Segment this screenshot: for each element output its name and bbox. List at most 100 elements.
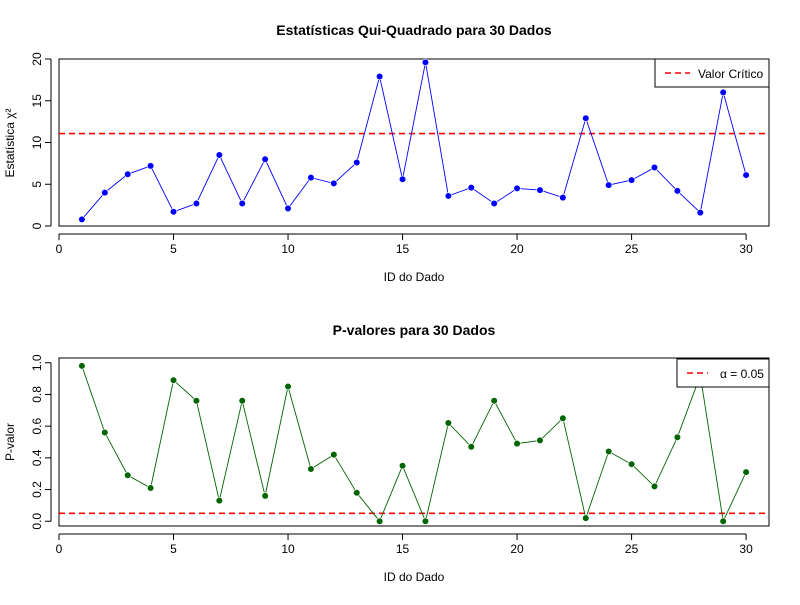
data-point xyxy=(284,204,292,213)
x-tick-label: 0 xyxy=(56,242,63,256)
y-tick-label: 0 xyxy=(30,222,44,229)
data-point xyxy=(719,88,727,96)
data-point xyxy=(467,183,475,192)
y-axis-label: P-valor xyxy=(3,423,17,461)
data-point xyxy=(78,215,86,223)
data-point xyxy=(719,517,727,525)
y-tick-label: 15 xyxy=(30,94,44,108)
data-point xyxy=(307,173,315,182)
y-tick-label: 5 xyxy=(30,181,44,188)
series-line xyxy=(81,365,747,523)
data-point xyxy=(421,58,430,66)
series-line xyxy=(81,62,747,220)
x-axis-label: ID do Dado xyxy=(384,570,445,584)
x-axis-label: ID do Dado xyxy=(384,270,445,284)
data-point xyxy=(650,163,659,172)
data-point xyxy=(421,517,430,525)
x-tick-label: 15 xyxy=(396,242,410,256)
y-tick-label: 0.4 xyxy=(30,449,44,466)
x-tick-label: 30 xyxy=(739,542,753,556)
data-point xyxy=(78,362,86,370)
data-point xyxy=(627,460,636,468)
data-point xyxy=(582,114,590,122)
data-point xyxy=(559,414,567,422)
data-point xyxy=(398,175,407,183)
data-point xyxy=(101,189,109,197)
data-point xyxy=(330,179,338,188)
data-point xyxy=(353,158,361,167)
y-tick-label: 0.0 xyxy=(30,513,44,530)
y-tick-label: 20 xyxy=(30,52,44,66)
data-point xyxy=(261,492,269,500)
data-point xyxy=(398,462,407,470)
legend-box xyxy=(654,58,770,88)
data-point xyxy=(536,436,544,445)
data-point xyxy=(261,155,269,163)
data-point xyxy=(513,184,521,193)
y-tick-label: 10 xyxy=(30,136,44,150)
data-point xyxy=(376,517,384,525)
data-point xyxy=(627,176,636,184)
legend: α = 0.05 xyxy=(676,358,770,388)
data-point xyxy=(192,397,201,405)
data-point xyxy=(353,489,361,497)
x-tick-label: 5 xyxy=(170,542,177,556)
data-point xyxy=(742,171,750,179)
data-point xyxy=(147,484,155,492)
plot-frame xyxy=(58,58,770,227)
chart-title: Estatísticas Qui-Quadrado para 30 Dados xyxy=(276,22,552,38)
data-point xyxy=(238,397,246,405)
data-point xyxy=(742,468,750,476)
data-point xyxy=(536,186,544,194)
data-point xyxy=(215,151,223,159)
data-point xyxy=(605,447,613,456)
data-point xyxy=(490,397,498,405)
data-point xyxy=(605,181,613,189)
data-point xyxy=(467,443,475,451)
x-tick-label: 30 xyxy=(739,242,753,256)
data-point xyxy=(307,465,315,473)
data-point xyxy=(169,208,178,216)
data-point xyxy=(559,194,567,202)
data-point xyxy=(582,514,590,522)
x-tick-label: 10 xyxy=(281,542,295,556)
data-point xyxy=(284,382,292,391)
data-point xyxy=(444,192,452,200)
y-tick-label: 0.6 xyxy=(30,417,44,434)
data-point xyxy=(650,482,659,490)
legend-box xyxy=(676,358,770,388)
data-point xyxy=(124,471,132,479)
p-value-panel: P-valores para 30 Dados ID do Dado P-val… xyxy=(3,322,770,584)
data-point xyxy=(124,170,132,178)
x-tick-label: 15 xyxy=(396,542,410,556)
data-point xyxy=(215,497,223,505)
legend-label: Valor Crítico xyxy=(698,67,763,81)
data-point xyxy=(330,451,338,459)
x-tick-label: 20 xyxy=(510,242,524,256)
x-tick-label: 10 xyxy=(281,242,295,256)
data-point xyxy=(513,439,521,448)
data-point xyxy=(673,187,681,195)
chart-title: P-valores para 30 Dados xyxy=(333,322,496,338)
data-point xyxy=(673,433,681,441)
y-tick-label: 0.2 xyxy=(30,481,44,498)
data-point xyxy=(444,419,452,427)
legend-label: α = 0.05 xyxy=(720,367,764,381)
data-point xyxy=(238,199,246,208)
y-axis-label: Estatística χ² xyxy=(3,109,17,178)
data-point xyxy=(169,376,178,384)
chi-square-panel: Estatísticas Qui-Quadrado para 30 Dados … xyxy=(3,22,770,284)
data-point xyxy=(376,72,384,81)
x-tick-label: 25 xyxy=(625,242,639,256)
y-tick-label: 0.8 xyxy=(30,386,44,403)
data-point xyxy=(101,428,109,437)
data-point xyxy=(696,209,704,217)
legend: Valor Crítico xyxy=(654,58,770,88)
x-tick-label: 25 xyxy=(625,542,639,556)
x-tick-label: 20 xyxy=(510,542,524,556)
data-point xyxy=(490,199,498,208)
plot-frame xyxy=(58,357,770,527)
y-tick-label: 1.0 xyxy=(30,354,44,371)
x-tick-label: 0 xyxy=(56,542,63,556)
